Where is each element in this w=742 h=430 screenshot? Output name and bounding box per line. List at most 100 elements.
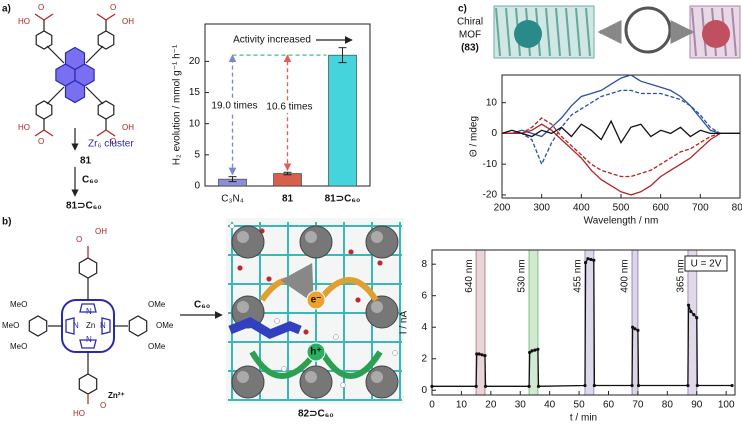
data-point (586, 257, 590, 261)
x-tick-label: 400 (573, 203, 590, 214)
data-point (536, 347, 540, 351)
x-tick-label: 40 (544, 400, 556, 411)
atom (355, 297, 361, 303)
annotation: 19.0 times (211, 101, 257, 112)
drawings (28, 5, 741, 404)
methoxy: MeO (10, 342, 27, 351)
atom: O (110, 137, 116, 146)
data-point (528, 350, 532, 355)
data-point (689, 309, 693, 314)
data-point (480, 353, 484, 357)
ring (64, 79, 86, 104)
x-tick-label: 800 (732, 203, 742, 214)
x-tick-label: 600 (652, 203, 669, 214)
bond (43, 129, 54, 137)
x-tick-label: 500 (613, 203, 630, 214)
bond (545, 7, 551, 57)
pyrrole (79, 303, 97, 313)
ring (35, 100, 53, 120)
reagent-label: C₆₀ (82, 175, 98, 186)
data-point (592, 383, 596, 388)
band-label: 400 nm (620, 259, 631, 292)
bond (96, 13, 107, 21)
atom: N (86, 335, 92, 344)
annotation: Activity increased (233, 35, 311, 46)
data-point (636, 383, 641, 388)
data-point (633, 327, 637, 331)
guest (514, 20, 542, 48)
bond (43, 13, 54, 21)
atom: N (86, 307, 92, 316)
atom: O (100, 401, 106, 410)
step-label: Zr₆ cluster (88, 139, 134, 150)
bar (273, 173, 302, 187)
y-tick-label: 6 (421, 290, 427, 301)
ion-label: Zn²⁺ (108, 391, 125, 400)
y-tick-label: 0 (421, 385, 427, 396)
ring (35, 30, 53, 50)
panel-label: a) (2, 4, 11, 15)
electron-badge (306, 290, 326, 310)
data-point (686, 303, 691, 307)
x-tick-label: 300 (533, 203, 550, 214)
fullerene-shine (237, 231, 249, 243)
x-tick-label: 100 (718, 400, 735, 411)
atom: N (73, 321, 79, 330)
y-tick-label: 5 (194, 149, 200, 160)
atom: OH (122, 17, 134, 26)
light-band (475, 249, 486, 396)
atom: OH (122, 123, 134, 132)
pyrrole (79, 339, 97, 349)
mof-label: (83) (461, 43, 479, 54)
guest (702, 20, 730, 48)
y-tick-label: 10 (486, 97, 498, 108)
methoxy: MeO (2, 321, 19, 330)
label-bg (267, 101, 312, 113)
mof-label: MOF (459, 30, 481, 41)
fullerene (365, 295, 399, 329)
pyrrole (101, 317, 111, 335)
atom: HO (73, 409, 85, 418)
light-band (631, 249, 639, 396)
y-tick-label: 4 (421, 322, 427, 333)
y-tick-label: 15 (189, 87, 201, 98)
data-line (502, 89, 740, 166)
data-point (430, 384, 434, 388)
methoxy: OMe (148, 342, 166, 351)
reagent-label: C₆₀ (194, 300, 210, 311)
bond (34, 129, 45, 137)
fullerene-shine (371, 371, 383, 383)
bond (46, 86, 65, 105)
data-point (631, 325, 635, 329)
bond (575, 7, 581, 57)
y-axis-label: H₂ evolution / mmol g⁻¹ h⁻¹ (172, 44, 183, 165)
annotation-box (684, 255, 728, 272)
annotation: U = 2V (691, 259, 722, 270)
data-point (730, 383, 734, 388)
ring (78, 257, 98, 279)
atom (377, 260, 383, 266)
bond (565, 7, 571, 57)
y-axis-label: I / nA (399, 311, 410, 335)
fullerene-shine (305, 231, 317, 243)
atom: O (38, 3, 44, 12)
x-axis-label: t / min (570, 413, 597, 424)
atom (303, 329, 309, 335)
x-tick-label: 0 (429, 400, 435, 411)
fullerene (231, 365, 265, 399)
methoxy: MeO (10, 300, 27, 309)
ring (128, 315, 148, 337)
x-axis-label: Wavelength / nm (584, 216, 659, 227)
panel-label: c) (458, 4, 467, 15)
label-bg (212, 100, 257, 112)
ring (28, 315, 48, 337)
data-line (501, 119, 740, 145)
x-tick-label: 81⊃C₆₀ (325, 194, 361, 205)
data-line (502, 123, 740, 196)
x-tick-label: 60 (603, 400, 615, 411)
fullerene-shine (371, 301, 383, 313)
atom: N (100, 321, 106, 330)
x-tick-label: 200 (494, 203, 511, 214)
atom (340, 382, 346, 388)
data-point (589, 257, 593, 262)
